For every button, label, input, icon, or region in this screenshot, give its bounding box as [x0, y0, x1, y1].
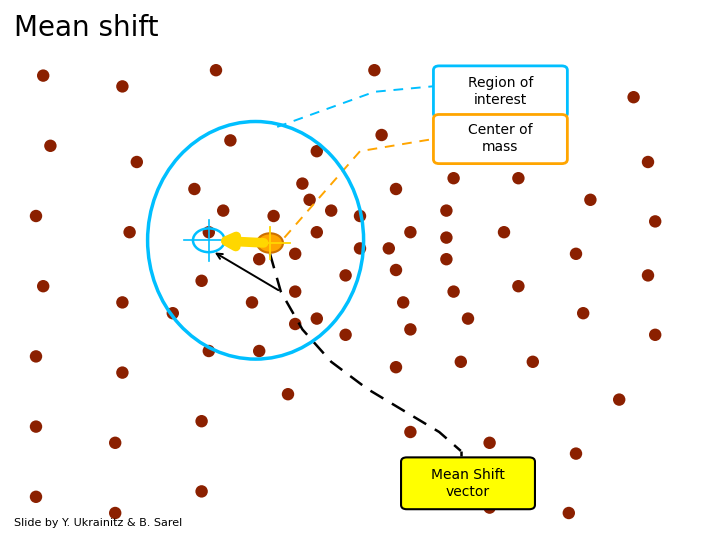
Point [556, 136, 567, 145]
Point [527, 357, 539, 366]
Point [189, 185, 200, 193]
Point [311, 228, 323, 237]
Point [354, 244, 366, 253]
Point [649, 217, 661, 226]
Point [311, 147, 323, 156]
Point [253, 255, 265, 264]
Point [441, 255, 452, 264]
Point [484, 438, 495, 447]
Point [390, 185, 402, 193]
Circle shape [257, 233, 283, 253]
Point [167, 309, 179, 318]
Point [124, 228, 135, 237]
Point [45, 141, 56, 150]
Point [390, 266, 402, 274]
Point [268, 212, 279, 220]
Point [203, 347, 215, 355]
Point [311, 314, 323, 323]
Point [376, 131, 387, 139]
Point [405, 325, 416, 334]
Point [289, 249, 301, 258]
Point [304, 195, 315, 204]
Point [390, 363, 402, 372]
Point [649, 330, 661, 339]
Point [325, 206, 337, 215]
Point [225, 136, 236, 145]
Point [441, 206, 452, 215]
Text: Mean shift: Mean shift [14, 14, 159, 42]
Point [30, 492, 42, 501]
Point [369, 66, 380, 75]
Point [246, 298, 258, 307]
Point [289, 320, 301, 328]
Point [628, 93, 639, 102]
Point [441, 233, 452, 242]
Point [448, 77, 459, 85]
Point [117, 298, 128, 307]
Point [289, 287, 301, 296]
Point [585, 195, 596, 204]
Point [37, 71, 49, 80]
Point [30, 422, 42, 431]
FancyBboxPatch shape [401, 457, 535, 509]
Point [577, 309, 589, 318]
Point [109, 438, 121, 447]
Text: Region of
interest: Region of interest [468, 76, 533, 107]
Point [30, 212, 42, 220]
Point [498, 228, 510, 237]
Point [405, 428, 416, 436]
Point [117, 368, 128, 377]
Point [570, 249, 582, 258]
Point [448, 287, 459, 296]
Point [109, 509, 121, 517]
Point [462, 114, 474, 123]
Point [513, 282, 524, 291]
Text: Slide by Y. Ukrainitz & B. Sarel: Slide by Y. Ukrainitz & B. Sarel [14, 518, 183, 528]
Point [131, 158, 143, 166]
Point [37, 282, 49, 291]
Point [196, 276, 207, 285]
Point [210, 66, 222, 75]
Text: Center of
mass: Center of mass [468, 123, 533, 154]
FancyBboxPatch shape [433, 114, 567, 164]
Point [405, 228, 416, 237]
Point [484, 503, 495, 512]
Point [282, 390, 294, 399]
FancyBboxPatch shape [433, 66, 567, 118]
Point [383, 244, 395, 253]
Point [196, 487, 207, 496]
Point [455, 357, 467, 366]
Point [462, 314, 474, 323]
Point [448, 174, 459, 183]
Point [117, 82, 128, 91]
Point [397, 298, 409, 307]
Point [642, 271, 654, 280]
Point [570, 449, 582, 458]
Point [563, 509, 575, 517]
Point [405, 492, 416, 501]
Point [196, 417, 207, 426]
Point [340, 330, 351, 339]
Point [541, 71, 553, 80]
Point [203, 228, 215, 237]
Point [30, 352, 42, 361]
Point [613, 395, 625, 404]
Point [297, 179, 308, 188]
Point [354, 212, 366, 220]
Point [642, 158, 654, 166]
Point [253, 347, 265, 355]
Text: Mean Shift
vector: Mean Shift vector [431, 468, 505, 499]
Point [513, 174, 524, 183]
Point [340, 271, 351, 280]
Point [217, 206, 229, 215]
